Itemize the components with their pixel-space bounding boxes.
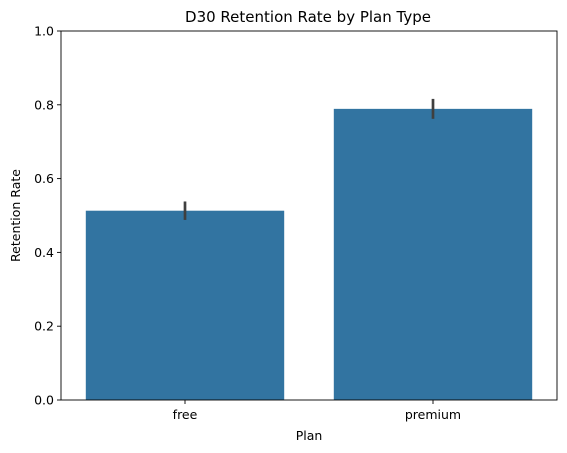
y-axis: 0.0 0.2 0.4 0.6 0.8 1.0 bbox=[34, 24, 61, 408]
x-tick-label: premium bbox=[405, 407, 461, 422]
plot-frame bbox=[60, 30, 558, 401]
bar-premium bbox=[333, 108, 533, 400]
bar-free bbox=[85, 210, 285, 400]
error-bars-layer bbox=[183, 98, 435, 220]
y-tick-label: 0.2 bbox=[34, 319, 54, 334]
x-tick-label: free bbox=[173, 407, 198, 422]
chart-title: D30 Retention Rate by Plan Type bbox=[185, 8, 431, 26]
y-axis-label: Retention Rate bbox=[8, 169, 23, 262]
y-tick-label: 0.0 bbox=[34, 393, 54, 408]
x-axis: free premium bbox=[173, 400, 461, 422]
x-axis-label: Plan bbox=[296, 428, 323, 443]
y-tick-label: 0.4 bbox=[34, 245, 54, 260]
y-tick-label: 0.6 bbox=[34, 171, 54, 186]
y-tick-label: 0.8 bbox=[34, 97, 54, 112]
bars-layer bbox=[85, 108, 533, 400]
y-tick-label: 1.0 bbox=[34, 24, 54, 39]
